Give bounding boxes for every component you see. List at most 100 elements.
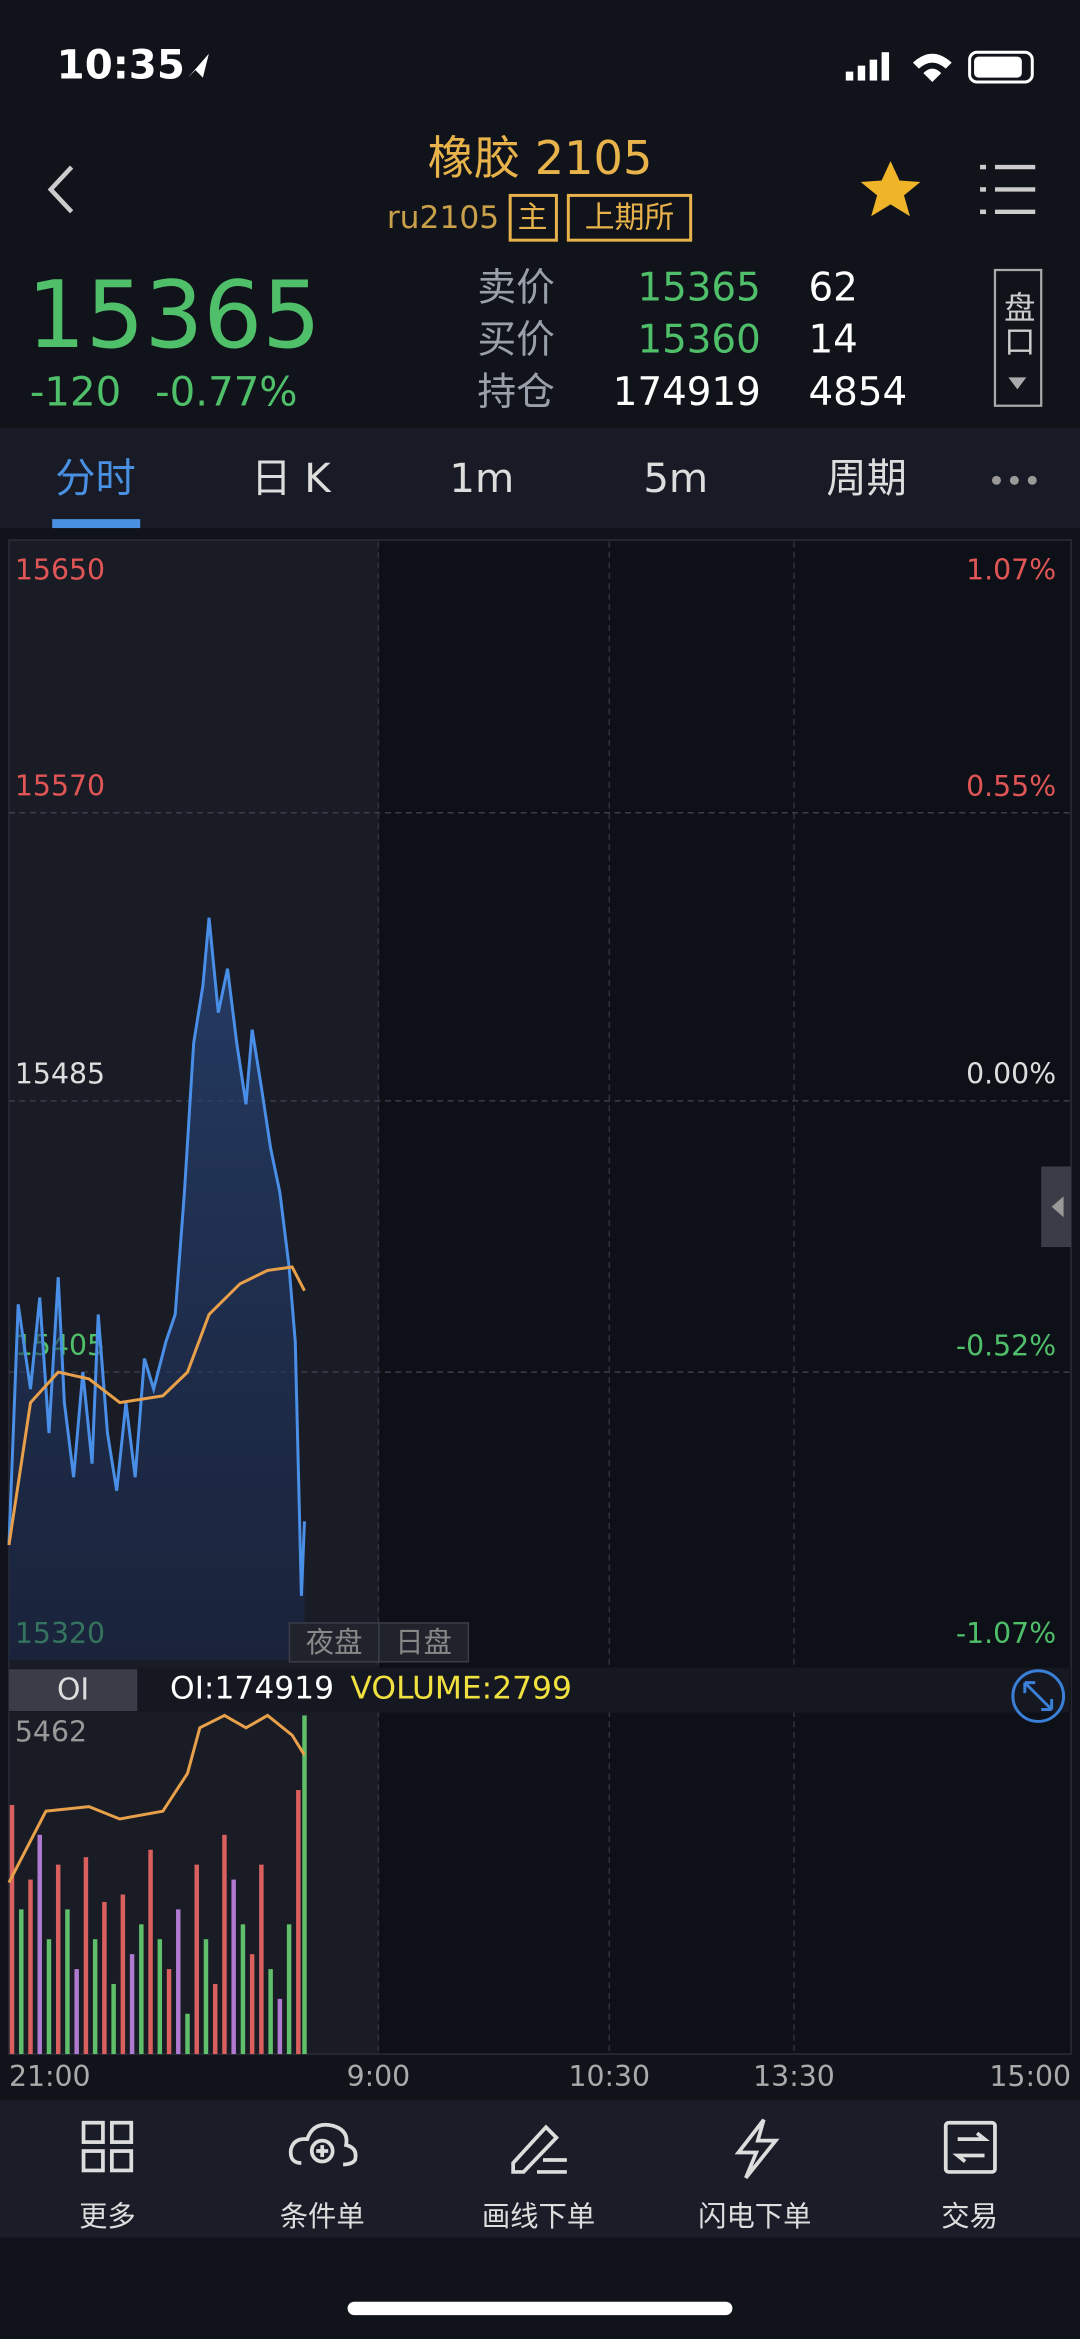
favorite-star[interactable] (860, 161, 921, 217)
last-price: 15365 (27, 261, 321, 369)
volume-bar (166, 1969, 172, 2055)
volume-bar (92, 1939, 98, 2055)
tabs: 分时 日 K 1m 5m 周期 (55, 456, 907, 502)
instrument-code: ru2105 (387, 200, 499, 236)
book-label: 卖价 (477, 265, 555, 310)
nav-labels: 更多 条件单 画线下单 闪电下单 交易 (79, 2200, 998, 2233)
main-tag: 主 (518, 200, 548, 235)
volume-bar (120, 1894, 126, 2055)
y-tick-label: 5462 (15, 1715, 87, 1748)
y2-tick-label: 1.07% (966, 553, 1056, 586)
book-label: 买价 (477, 318, 555, 363)
menu-button[interactable] (980, 164, 1036, 215)
tab-bar (0, 428, 1080, 529)
y2-tick-label: -1.07% (956, 1617, 1056, 1650)
x-tick-label: 13:30 (753, 2060, 835, 2093)
y-tick-label: 15485 (15, 1058, 105, 1091)
book-qty: 4854 (809, 370, 908, 415)
tab[interactable]: 日 K (251, 456, 332, 502)
volume-bar (157, 1939, 163, 2055)
signal-icon (845, 52, 890, 81)
volume-bar (222, 1834, 227, 2055)
tab[interactable]: 5m (643, 456, 708, 502)
x-tick-label: 10:30 (568, 2060, 650, 2093)
tab[interactable]: 分时 (55, 456, 136, 502)
oi-label: OI:174919 (170, 1671, 334, 1707)
volume-bar (286, 1924, 292, 2055)
volume-bar (148, 1849, 153, 2055)
volume-bar (55, 1864, 61, 2055)
chart-frame (8, 539, 1072, 2055)
y-tick-label: 15650 (15, 553, 105, 586)
wifi-icon (912, 53, 952, 83)
battery-level (974, 56, 1022, 78)
expand-icon (1023, 1681, 1054, 1711)
nav-label[interactable]: 交易 (941, 2200, 998, 2233)
active-tab-indicator (52, 519, 141, 529)
volume-bar (19, 1909, 24, 2055)
volume-bar (268, 1969, 273, 2055)
book-label: 持仓 (477, 370, 555, 415)
volume-bar (259, 1864, 264, 2055)
volume-bar (139, 1924, 144, 2055)
volume-bar (249, 1954, 255, 2055)
depth-button-label: 盘口 (999, 290, 1035, 359)
nav-label[interactable]: 画线下单 (482, 2200, 595, 2233)
oi-tab: OI (57, 1673, 89, 1708)
volume-bar (65, 1909, 70, 2055)
back-button[interactable] (47, 165, 74, 214)
instrument-title: 橡胶 2105 (428, 131, 653, 185)
x-tick-label: 15:00 (989, 2060, 1071, 2093)
side-handle-arrow (1051, 1196, 1064, 1218)
book-qty: 62 (809, 265, 858, 310)
nav-label[interactable]: 更多 (79, 2200, 136, 2233)
volume-bar (231, 1879, 236, 2055)
session-label[interactable]: 夜盘 (306, 1626, 363, 1659)
tab[interactable]: 1m (449, 456, 514, 502)
volume-bar (212, 1983, 218, 2055)
volume-label: VOLUME:2799 (351, 1671, 572, 1707)
battery-icon (968, 50, 1034, 84)
x-tick-label: 9:00 (347, 2060, 411, 2093)
volume-bar (176, 1909, 181, 2055)
volume-bar (129, 1954, 135, 2055)
session-box (288, 1622, 380, 1663)
volume-bar (302, 1715, 307, 2055)
more-tabs[interactable] (991, 475, 1037, 485)
volume-bar (46, 1939, 52, 2055)
volume-bar (74, 1969, 79, 2055)
session-label[interactable]: 日盘 (395, 1626, 452, 1659)
price-change: -120 (30, 369, 121, 415)
volume-bar (185, 2013, 190, 2055)
status-time: 10:35 (57, 43, 185, 89)
exchange-tag: 上期所 (585, 200, 674, 235)
bottom-nav (0, 2100, 1080, 2238)
book-price: 15360 (637, 318, 760, 363)
volume-bar (240, 1924, 246, 2055)
oi-tab-box[interactable] (8, 1669, 138, 1711)
volume-bar (37, 1834, 42, 2055)
y2-tick-label: 0.00% (966, 1058, 1056, 1091)
tag-box (508, 193, 558, 242)
depth-button[interactable] (993, 268, 1043, 407)
volume-bar (194, 1864, 199, 2055)
tab[interactable]: 周期 (826, 456, 907, 502)
nav-label[interactable]: 闪电下单 (698, 2200, 811, 2233)
session-box (378, 1622, 470, 1663)
nav-label[interactable]: 条件单 (280, 2200, 365, 2233)
volume-bar (83, 1857, 89, 2055)
order-book: 卖价 15365 62 买价 15360 14 持仓 174919 4854 (477, 265, 907, 414)
expand-button[interactable] (1011, 1669, 1066, 1723)
y-tick-label: 15570 (15, 769, 105, 802)
price-chart: 1532015405154851557015650-1.07%-0.52%0.0… (7, 541, 1072, 2055)
volume-header (8, 1667, 1072, 1713)
volume-bar (111, 1983, 116, 2055)
volume-bar (9, 1804, 15, 2055)
y2-tick-label: 0.55% (966, 770, 1056, 803)
tag-box (566, 193, 693, 242)
volume-bar (296, 1790, 301, 2055)
book-price: 174919 (613, 370, 761, 415)
location-icon (187, 53, 209, 78)
book-qty: 14 (809, 318, 858, 363)
